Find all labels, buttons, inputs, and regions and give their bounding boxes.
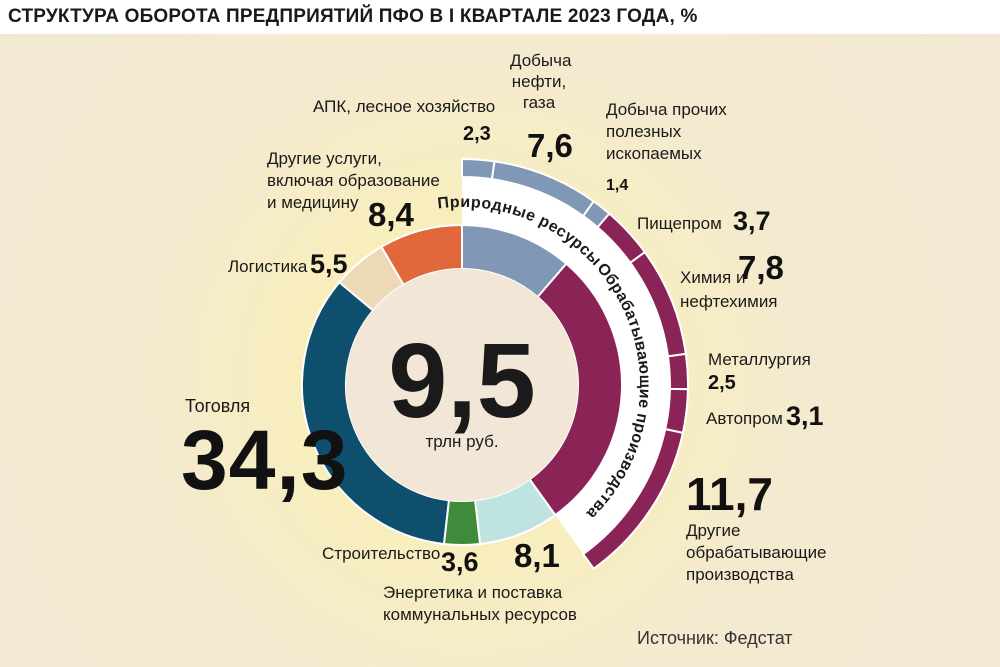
center-total-unit: трлн руб. [425,432,499,451]
label-food: Пищепром [637,214,722,233]
value-other-manufacturing: 11,7 [686,468,773,520]
value-services: 8,4 [368,196,414,233]
group-band-background [462,177,671,555]
inner-slice-construction [442,499,482,546]
value-chem: 7,8 [738,249,784,286]
inner-ring [301,223,623,546]
outer-slice-manufacturing-4 [581,427,685,571]
label-services: Другие услуги, включая образование и мед… [267,149,440,212]
label-metal: Металлургия [708,350,811,369]
label-energy: Энергетика и поставка коммунальных ресур… [383,583,577,624]
outer-slice-natural-0 [461,157,496,181]
outer-slice-manufacturing-2 [666,352,689,391]
value-metal: 2,5 [708,372,736,394]
value-logistics: 5,5 [310,249,348,279]
value-oil: 7,6 [527,127,573,164]
label-mining: Добыча прочих полезных ископаемых [606,100,727,163]
center-disc [346,269,578,501]
label-trade: Тоговля [185,396,251,416]
value-construction: 3,6 [441,547,479,577]
value-food: 3,7 [733,206,771,236]
chart-title: СТРУКТУРА ОБОРОТА ПРЕДПРИЯТИЙ ПФО В I КВ… [0,0,1000,34]
label-auto: Автопром [706,409,783,428]
source-note: Источник: Федстат [637,628,793,648]
value-energy: 8,1 [514,537,560,574]
label-chem: Химия и нефтехимия [680,268,778,311]
center-total-value: 9,5 [388,322,536,440]
outer-ring [461,157,689,571]
label-apk: АПК, лесное хозяйство [313,97,496,116]
value-trade: 34,3 [181,413,349,507]
label-oil: Добыча нефти, газа [510,51,572,112]
value-apk: 2,3 [463,123,491,145]
group-band [462,177,671,555]
label-construction: Строительство [322,544,441,563]
value-auto: 3,1 [786,401,824,431]
label-other-manufacturing: Другие обрабатывающие производства [686,521,827,584]
value-mining: 1,4 [606,177,629,194]
label-logistics: Логистика [228,257,308,276]
